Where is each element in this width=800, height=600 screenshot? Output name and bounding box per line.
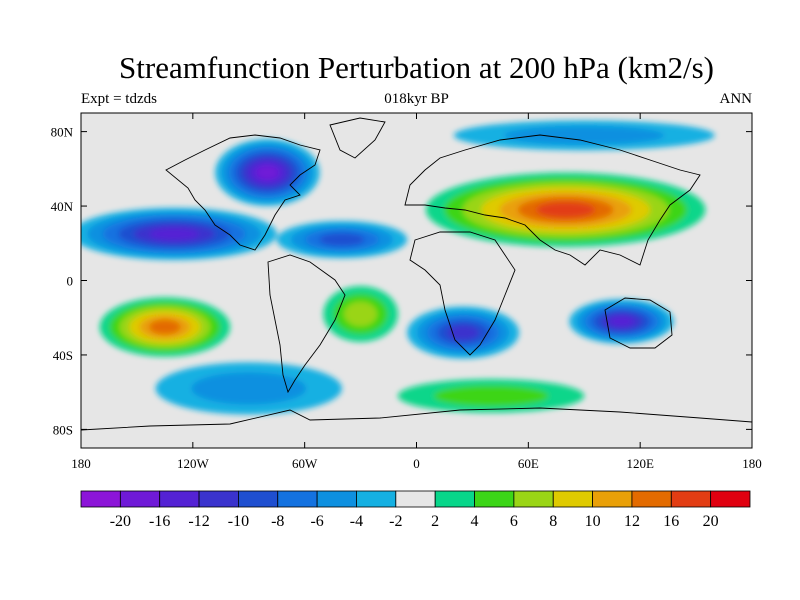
x-tick-label: 180 [71, 456, 91, 471]
colorbar-swatch [159, 490, 200, 508]
contour-level [256, 165, 279, 180]
colorbar-label: -12 [188, 513, 209, 530]
colorbar-label: 12 [624, 513, 640, 530]
x-tick-label: 120E [626, 456, 654, 471]
colorbar-swatch [316, 490, 357, 508]
y-tick-label: 80S [53, 422, 73, 437]
colorbar-label: 6 [510, 513, 518, 530]
x-tick-label: 60E [518, 456, 539, 471]
colorbar-swatch [592, 490, 633, 508]
colorbar-label: 16 [663, 513, 679, 530]
x-tick-label: 0 [413, 456, 420, 471]
colorbar-swatch [513, 490, 554, 508]
contour-level [344, 301, 378, 327]
contour-level [536, 201, 596, 218]
y-tick-label: 80N [51, 125, 74, 140]
coastline-eurasia [404, 134, 701, 266]
contour-level [608, 316, 635, 327]
colorbar-swatch [238, 490, 279, 508]
colorbar-label: -6 [310, 513, 323, 530]
field-south-atlantic-high [323, 286, 398, 342]
colorbar-swatch [552, 490, 593, 508]
plot-title: Streamfunction Perturbation at 200 hPa (… [119, 50, 714, 85]
colorbar-label: -10 [228, 513, 249, 530]
coastline-greenland [329, 117, 386, 159]
colorbar-label: -8 [271, 513, 284, 530]
colorbar-label: -4 [350, 513, 363, 530]
colorbar-swatch [395, 490, 436, 508]
colorbar-swatch [474, 490, 515, 508]
colorbar-swatch [434, 490, 475, 508]
coastline-south-america [267, 254, 346, 394]
colorbar-label: 20 [703, 513, 719, 530]
colorbar-swatch [631, 490, 672, 508]
colorbar-swatch [80, 490, 121, 508]
x-tick-label: 120W [177, 456, 210, 471]
experiment-label: Expt = tdzds [81, 91, 157, 107]
coastlines [81, 117, 752, 431]
contour-level [149, 319, 181, 335]
season-label: ANN [719, 91, 753, 107]
x-tick-label: 60W [292, 456, 318, 471]
colorbar-swatch [119, 490, 161, 508]
colorbar-label: 2 [431, 513, 439, 530]
field-atlantic-low [276, 220, 408, 259]
contour-level [447, 325, 480, 341]
contour-level [503, 126, 665, 145]
colorbar-label: 8 [549, 513, 557, 530]
x-tick-label: 180 [742, 456, 762, 471]
colorbar-label: 4 [471, 513, 479, 530]
colorbar-label: -16 [149, 513, 170, 530]
colorbar-label: -2 [389, 513, 402, 530]
contour-level [319, 233, 365, 247]
y-axis: 80N 40N 0 40S 80S [51, 125, 752, 437]
y-tick-label: 40S [53, 348, 73, 363]
field-southern-ocean-low [155, 362, 342, 415]
contour-level [433, 385, 549, 407]
x-axis: 180 120W 60W 0 60E 120E 180 [71, 113, 762, 471]
y-tick-label: 40N [51, 199, 74, 214]
colorbar-swatch [198, 490, 239, 508]
field-east-pacific-low [81, 207, 277, 261]
field-australia-low [569, 299, 674, 344]
colorbar-swatch [670, 490, 712, 508]
colorbar-label: 10 [585, 513, 601, 530]
streamfunction-field [81, 120, 715, 415]
coastline-north-america [165, 134, 321, 251]
time-label: 018kyr BP [384, 91, 449, 107]
contour-level [191, 372, 307, 405]
colorbar: -20 -16 -12 -10 -8 -6 -4 -2 2 4 6 8 10 12 16 20 [80, 490, 751, 530]
field-north-america-low [215, 139, 320, 207]
y-tick-label: 0 [67, 274, 74, 289]
coastline-antarctica [81, 407, 752, 431]
colorbar-swatch [710, 490, 751, 508]
field-southern-ocean-high [397, 379, 585, 413]
field-eurasia-high [425, 172, 706, 247]
field-arctic-low [453, 120, 715, 151]
coastline-africa [409, 231, 516, 356]
colorbar-swatch [277, 490, 318, 508]
field-south-pacific-high [99, 297, 231, 357]
coastline-australia [604, 297, 673, 349]
field-south-africa-low [407, 306, 520, 359]
colorbar-label: -20 [110, 513, 131, 530]
colorbar-swatch [356, 490, 397, 508]
contour-level [149, 227, 200, 241]
